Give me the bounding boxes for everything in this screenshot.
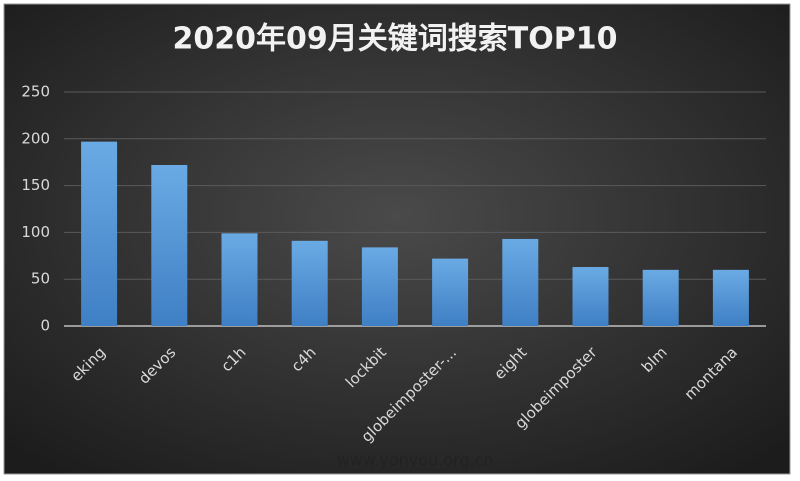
bar — [572, 267, 609, 326]
watermark: www.yonyou.org.cn — [336, 451, 493, 470]
bar — [361, 247, 398, 326]
chart-background — [3, 3, 791, 475]
chart-title: 2020年09月关键词搜索TOP10 — [173, 22, 618, 57]
bar — [151, 165, 188, 326]
bar — [291, 240, 328, 326]
bar — [81, 141, 118, 326]
y-tick-label: 250 — [21, 83, 50, 101]
bar — [502, 238, 539, 326]
y-tick-label: 50 — [31, 270, 50, 288]
bar — [712, 269, 749, 326]
y-tick-label: 150 — [21, 176, 50, 194]
bar — [642, 269, 679, 326]
y-tick-label: 0 — [40, 317, 50, 335]
y-tick-label: 100 — [21, 223, 50, 241]
bar — [221, 233, 258, 326]
y-tick-label: 200 — [21, 129, 50, 147]
bar — [432, 258, 469, 326]
